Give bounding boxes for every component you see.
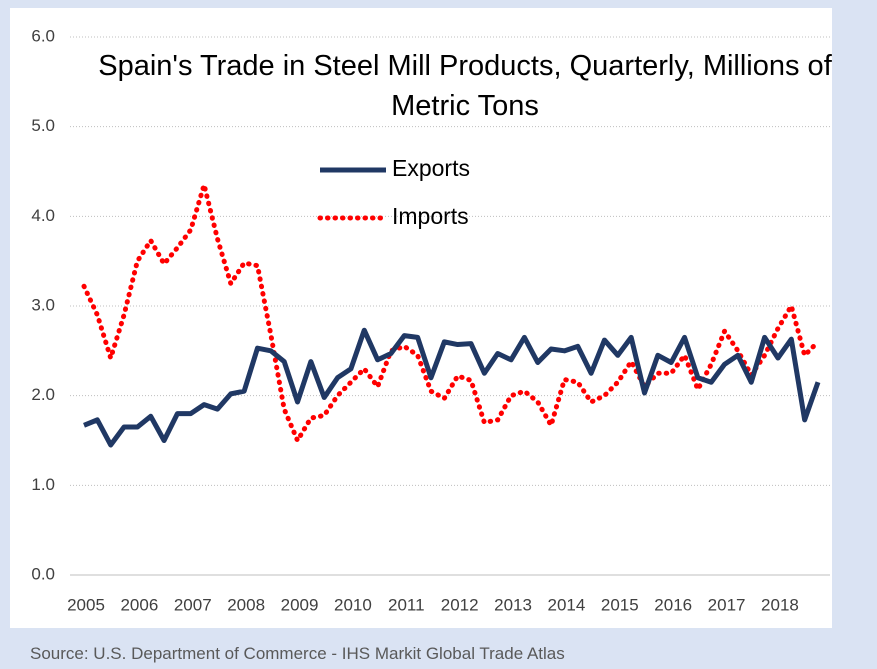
x-tick-label: 2005	[67, 595, 105, 614]
x-tick-label: 2009	[281, 595, 319, 614]
y-tick-label: 2.0	[31, 385, 55, 404]
x-tick-label: 2012	[441, 595, 479, 614]
x-tick-label: 2016	[654, 595, 692, 614]
x-tick-label: 2014	[548, 595, 586, 614]
chart-title: Spain's Trade in Steel Mill Products, Qu…	[98, 50, 832, 122]
y-tick-label: 5.0	[31, 116, 55, 135]
x-tick-label: 2018	[761, 595, 799, 614]
legend-label: Imports	[392, 203, 469, 229]
x-tick-label: 2013	[494, 595, 532, 614]
x-tick-label: 2006	[120, 595, 158, 614]
source-note: Source: U.S. Department of Commerce - IH…	[30, 644, 565, 663]
x-tick-label: 2008	[227, 595, 265, 614]
y-tick-label: 6.0	[31, 26, 55, 45]
x-tick-label: 2007	[174, 595, 212, 614]
y-tick-label: 3.0	[31, 295, 55, 314]
x-tick-label: 2011	[388, 595, 425, 614]
y-tick-label: 4.0	[31, 206, 55, 225]
x-tick-label: 2017	[708, 595, 746, 614]
series-line	[83, 327, 821, 448]
x-tick-label: 2015	[601, 595, 639, 614]
legend-label: Exports	[392, 155, 470, 181]
y-tick-label: 1.0	[31, 475, 55, 494]
x-tick-label: 2010	[334, 595, 372, 614]
plot-background	[10, 8, 832, 628]
y-tick-label: 0.0	[31, 564, 55, 583]
series-line	[81, 175, 821, 447]
